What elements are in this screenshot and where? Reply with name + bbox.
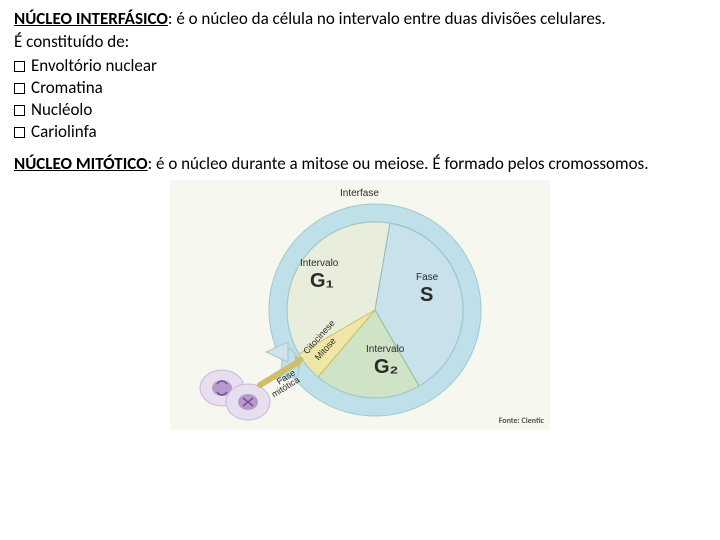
diagram-svg (170, 180, 550, 430)
list-item: Cariolinfa (14, 121, 706, 143)
heading-interfasico: NÚCLEO INTERFÁSICO (14, 8, 168, 29)
section1-constituido: É constituído de: (14, 31, 706, 52)
label-s-small: Fase (416, 272, 438, 283)
section1-body-a: : é o núcleo da célula no intervalo entr… (168, 8, 606, 29)
list-item: Nucléolo (14, 99, 706, 121)
section2-body: : é o núcleo durante a mitose ou meiose.… (148, 153, 649, 174)
label-g2-big: G₂ (374, 356, 398, 379)
bullet-text: Nucléolo (31, 99, 92, 120)
list-item: Cromatina (14, 77, 706, 99)
bullet-list: Envoltório nuclear Cromatina Nucléolo Ca… (14, 55, 706, 143)
label-s-big: S (420, 284, 433, 307)
section2: NÚCLEO MITÓTICO: é o núcleo durante a mi… (14, 153, 706, 174)
bullet-text: Cromatina (31, 77, 103, 98)
diagram-container: Interfase Intervalo G₁ Fase S Intervalo … (14, 180, 706, 430)
checkbox-icon (14, 83, 25, 94)
section1: NÚCLEO INTERFÁSICO: é o núcleo da célula… (14, 8, 706, 29)
checkbox-icon (14, 105, 25, 116)
cell-cycle-diagram: Interfase Intervalo G₁ Fase S Intervalo … (170, 180, 550, 430)
label-g1-big: G₁ (310, 270, 334, 293)
bullet-text: Cariolinfa (31, 121, 97, 142)
heading-mitotico: NÚCLEO MITÓTICO (14, 153, 148, 174)
label-g1-small: Intervalo (300, 258, 338, 269)
label-interfase: Interfase (340, 188, 379, 199)
checkbox-icon (14, 127, 25, 138)
checkbox-icon (14, 61, 25, 72)
label-g2-small: Intervalo (366, 344, 404, 355)
bullet-text: Envoltório nuclear (31, 55, 157, 76)
list-item: Envoltório nuclear (14, 55, 706, 77)
diagram-source: Fonte: Cientic (499, 416, 544, 426)
